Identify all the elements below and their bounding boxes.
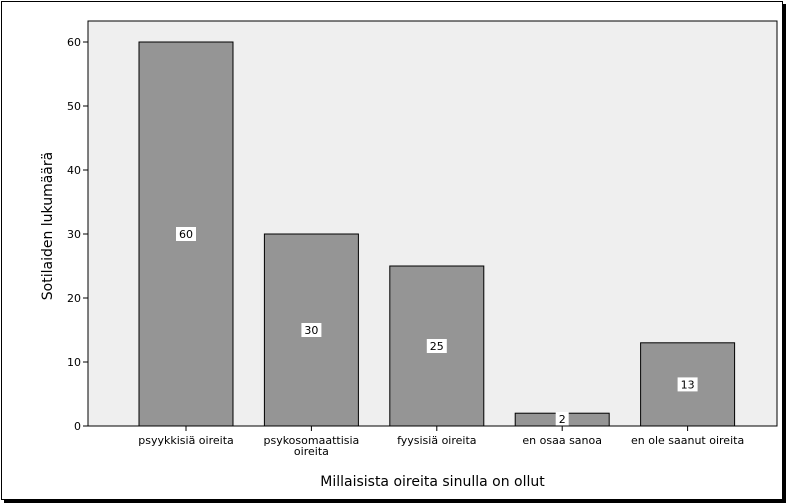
data-label: 2	[559, 413, 566, 426]
x-axis: psyykkisiä oireita psykosomaattisiaoireit…	[88, 425, 777, 458]
x-category-label: fyysisiä oireita	[397, 434, 476, 447]
x-axis-title: Millaisista oireita sinulla on ollut	[320, 474, 545, 490]
y-tick-label: 40	[67, 164, 81, 177]
x-category-label: psykosomaattisia	[263, 434, 359, 447]
y-axis: 0 10 20 30 40 50 60	[67, 21, 89, 433]
data-label: 60	[179, 228, 193, 241]
frame-shadow-bottom	[4, 500, 786, 503]
x-category-label: en osaa sanoa	[522, 434, 602, 447]
data-label: 25	[430, 340, 444, 353]
y-tick-label: 0	[74, 420, 81, 433]
data-label-bg	[426, 339, 447, 353]
bars-group: 60 30 25 2 13	[138, 41, 736, 427]
y-axis-title: Sotilaiden lukumäärä	[40, 152, 56, 300]
y-tick-label: 20	[67, 292, 81, 305]
data-label-bg	[301, 323, 322, 337]
x-category-label: oireita	[294, 445, 329, 458]
frame-shadow-right	[783, 4, 786, 502]
data-label-bg	[555, 412, 569, 426]
y-tick-label: 50	[67, 100, 81, 113]
y-tick-label: 60	[67, 36, 81, 49]
y-tick-label: 30	[67, 228, 81, 241]
data-label-bg	[677, 377, 698, 392]
data-label-bg	[176, 227, 196, 241]
y-tick-label: 10	[67, 356, 81, 369]
x-category-label: psyykkisiä oireita	[138, 434, 234, 447]
data-label: 13	[681, 378, 695, 391]
x-category-label: en ole saanut oireita	[631, 434, 744, 447]
data-label: 30	[304, 324, 318, 337]
